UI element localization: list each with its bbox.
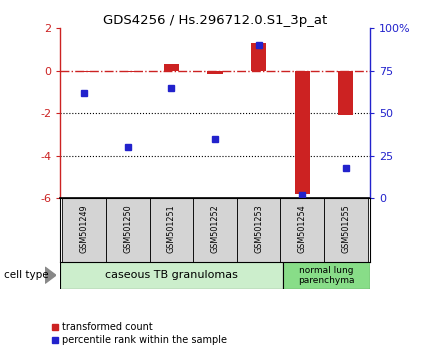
Bar: [207, 71, 223, 74]
Bar: [60, 262, 283, 289]
Polygon shape: [45, 267, 56, 283]
Bar: [120, 71, 135, 73]
Bar: [193, 198, 237, 262]
Text: GSM501252: GSM501252: [211, 205, 219, 253]
Bar: [62, 198, 106, 262]
Text: GSM501254: GSM501254: [298, 205, 307, 253]
Legend: transformed count, percentile rank within the sample: transformed count, percentile rank withi…: [48, 319, 231, 349]
Text: GSM501250: GSM501250: [123, 205, 132, 253]
Bar: [164, 64, 179, 71]
Text: GSM501253: GSM501253: [254, 205, 263, 253]
Bar: [77, 71, 92, 73]
Bar: [324, 198, 368, 262]
Bar: [280, 198, 324, 262]
Bar: [251, 43, 266, 71]
Bar: [237, 198, 280, 262]
Text: GSM501255: GSM501255: [341, 205, 350, 253]
Bar: [150, 198, 193, 262]
Text: GSM501251: GSM501251: [167, 205, 176, 253]
Bar: [283, 262, 370, 289]
Bar: [338, 71, 353, 115]
Text: cell type: cell type: [4, 270, 49, 280]
Text: normal lung
parenchyma: normal lung parenchyma: [298, 266, 354, 285]
Text: GDS4256 / Hs.296712.0.S1_3p_at: GDS4256 / Hs.296712.0.S1_3p_at: [103, 14, 327, 27]
Text: caseous TB granulomas: caseous TB granulomas: [105, 270, 238, 280]
Bar: [295, 71, 310, 194]
Text: GSM501249: GSM501249: [80, 205, 89, 253]
Bar: [106, 198, 150, 262]
